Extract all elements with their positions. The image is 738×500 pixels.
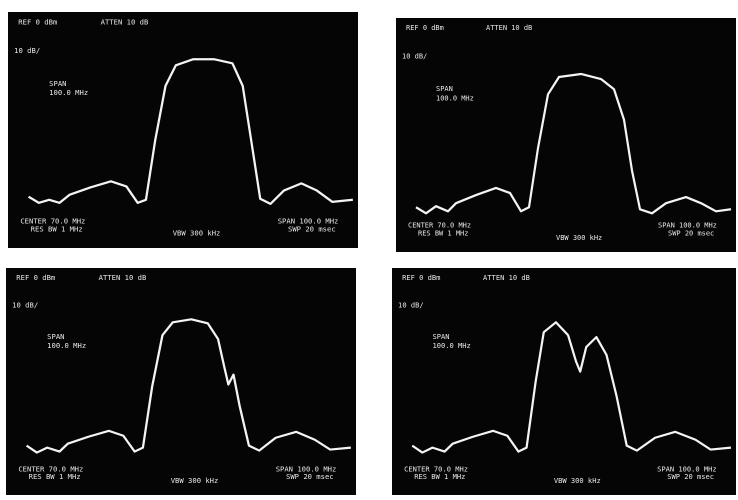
video-bandwidth: VBW 300 kHz (171, 476, 219, 485)
scale: 10 dB/ (14, 46, 40, 55)
span-value: 100.0 MHz (432, 342, 470, 350)
span-value: 100.0 MHz (49, 88, 88, 97)
video-bandwidth: VBW 300 kHz (173, 229, 221, 238)
attenuation: ATTEN 10 dB (101, 17, 149, 26)
video-bandwidth: VBW 300 kHz (554, 477, 601, 485)
resolution-bandwidth: RES BW 1 MHz (31, 225, 83, 234)
sweep-time: SWP 20 msec (667, 473, 714, 481)
span-value: 100.0 MHz (436, 93, 474, 102)
span-title: SPAN (432, 333, 449, 341)
scale: 10 dB/ (12, 301, 38, 310)
span-title: SPAN (49, 79, 66, 88)
resolution-bandwidth: RES BW 1 MHz (414, 473, 465, 481)
ref-level: REF 0 dBm (406, 23, 444, 32)
center-frequency: CENTER 70.0 MHz (18, 464, 83, 473)
video-bandwidth: VBW 300 kHz (556, 233, 602, 242)
trace (411, 321, 732, 454)
trace (25, 318, 351, 454)
scale: 10 dB/ (402, 52, 427, 61)
resolution-bandwidth: RES BW 1 MHz (418, 229, 468, 238)
span-title: SPAN (436, 84, 453, 93)
center-frequency: CENTER 70.0 MHz (404, 465, 468, 473)
sweep-time: SWP 20 msec (288, 225, 336, 234)
ref-level: REF 0 dBm (18, 17, 57, 26)
ref-level: REF 0 dBm (16, 273, 55, 282)
span: SPAN 100.0 MHz (658, 221, 717, 230)
ref-level: REF 0 dBm (402, 274, 440, 282)
span: SPAN 100.0 MHz (276, 464, 337, 473)
attenuation: ATTEN 10 dB (99, 273, 147, 282)
center-frequency: CENTER 70.0 MHz (408, 221, 471, 230)
span-value: 100.0 MHz (47, 341, 86, 350)
span: SPAN 100.0 MHz (278, 216, 339, 225)
scale: 10 dB/ (398, 302, 424, 310)
span: SPAN 100.0 MHz (657, 465, 717, 473)
attenuation: ATTEN 10 dB (483, 274, 530, 282)
trace (28, 58, 353, 206)
trace (415, 72, 732, 215)
attenuation: ATTEN 10 dB (486, 23, 532, 32)
resolution-bandwidth: RES BW 1 MHz (29, 472, 81, 481)
center-frequency: CENTER 70.0 MHz (20, 216, 85, 225)
sweep-time: SWP 20 msec (668, 229, 714, 238)
sweep-time: SWP 20 msec (286, 472, 334, 481)
span-title: SPAN (47, 332, 64, 341)
